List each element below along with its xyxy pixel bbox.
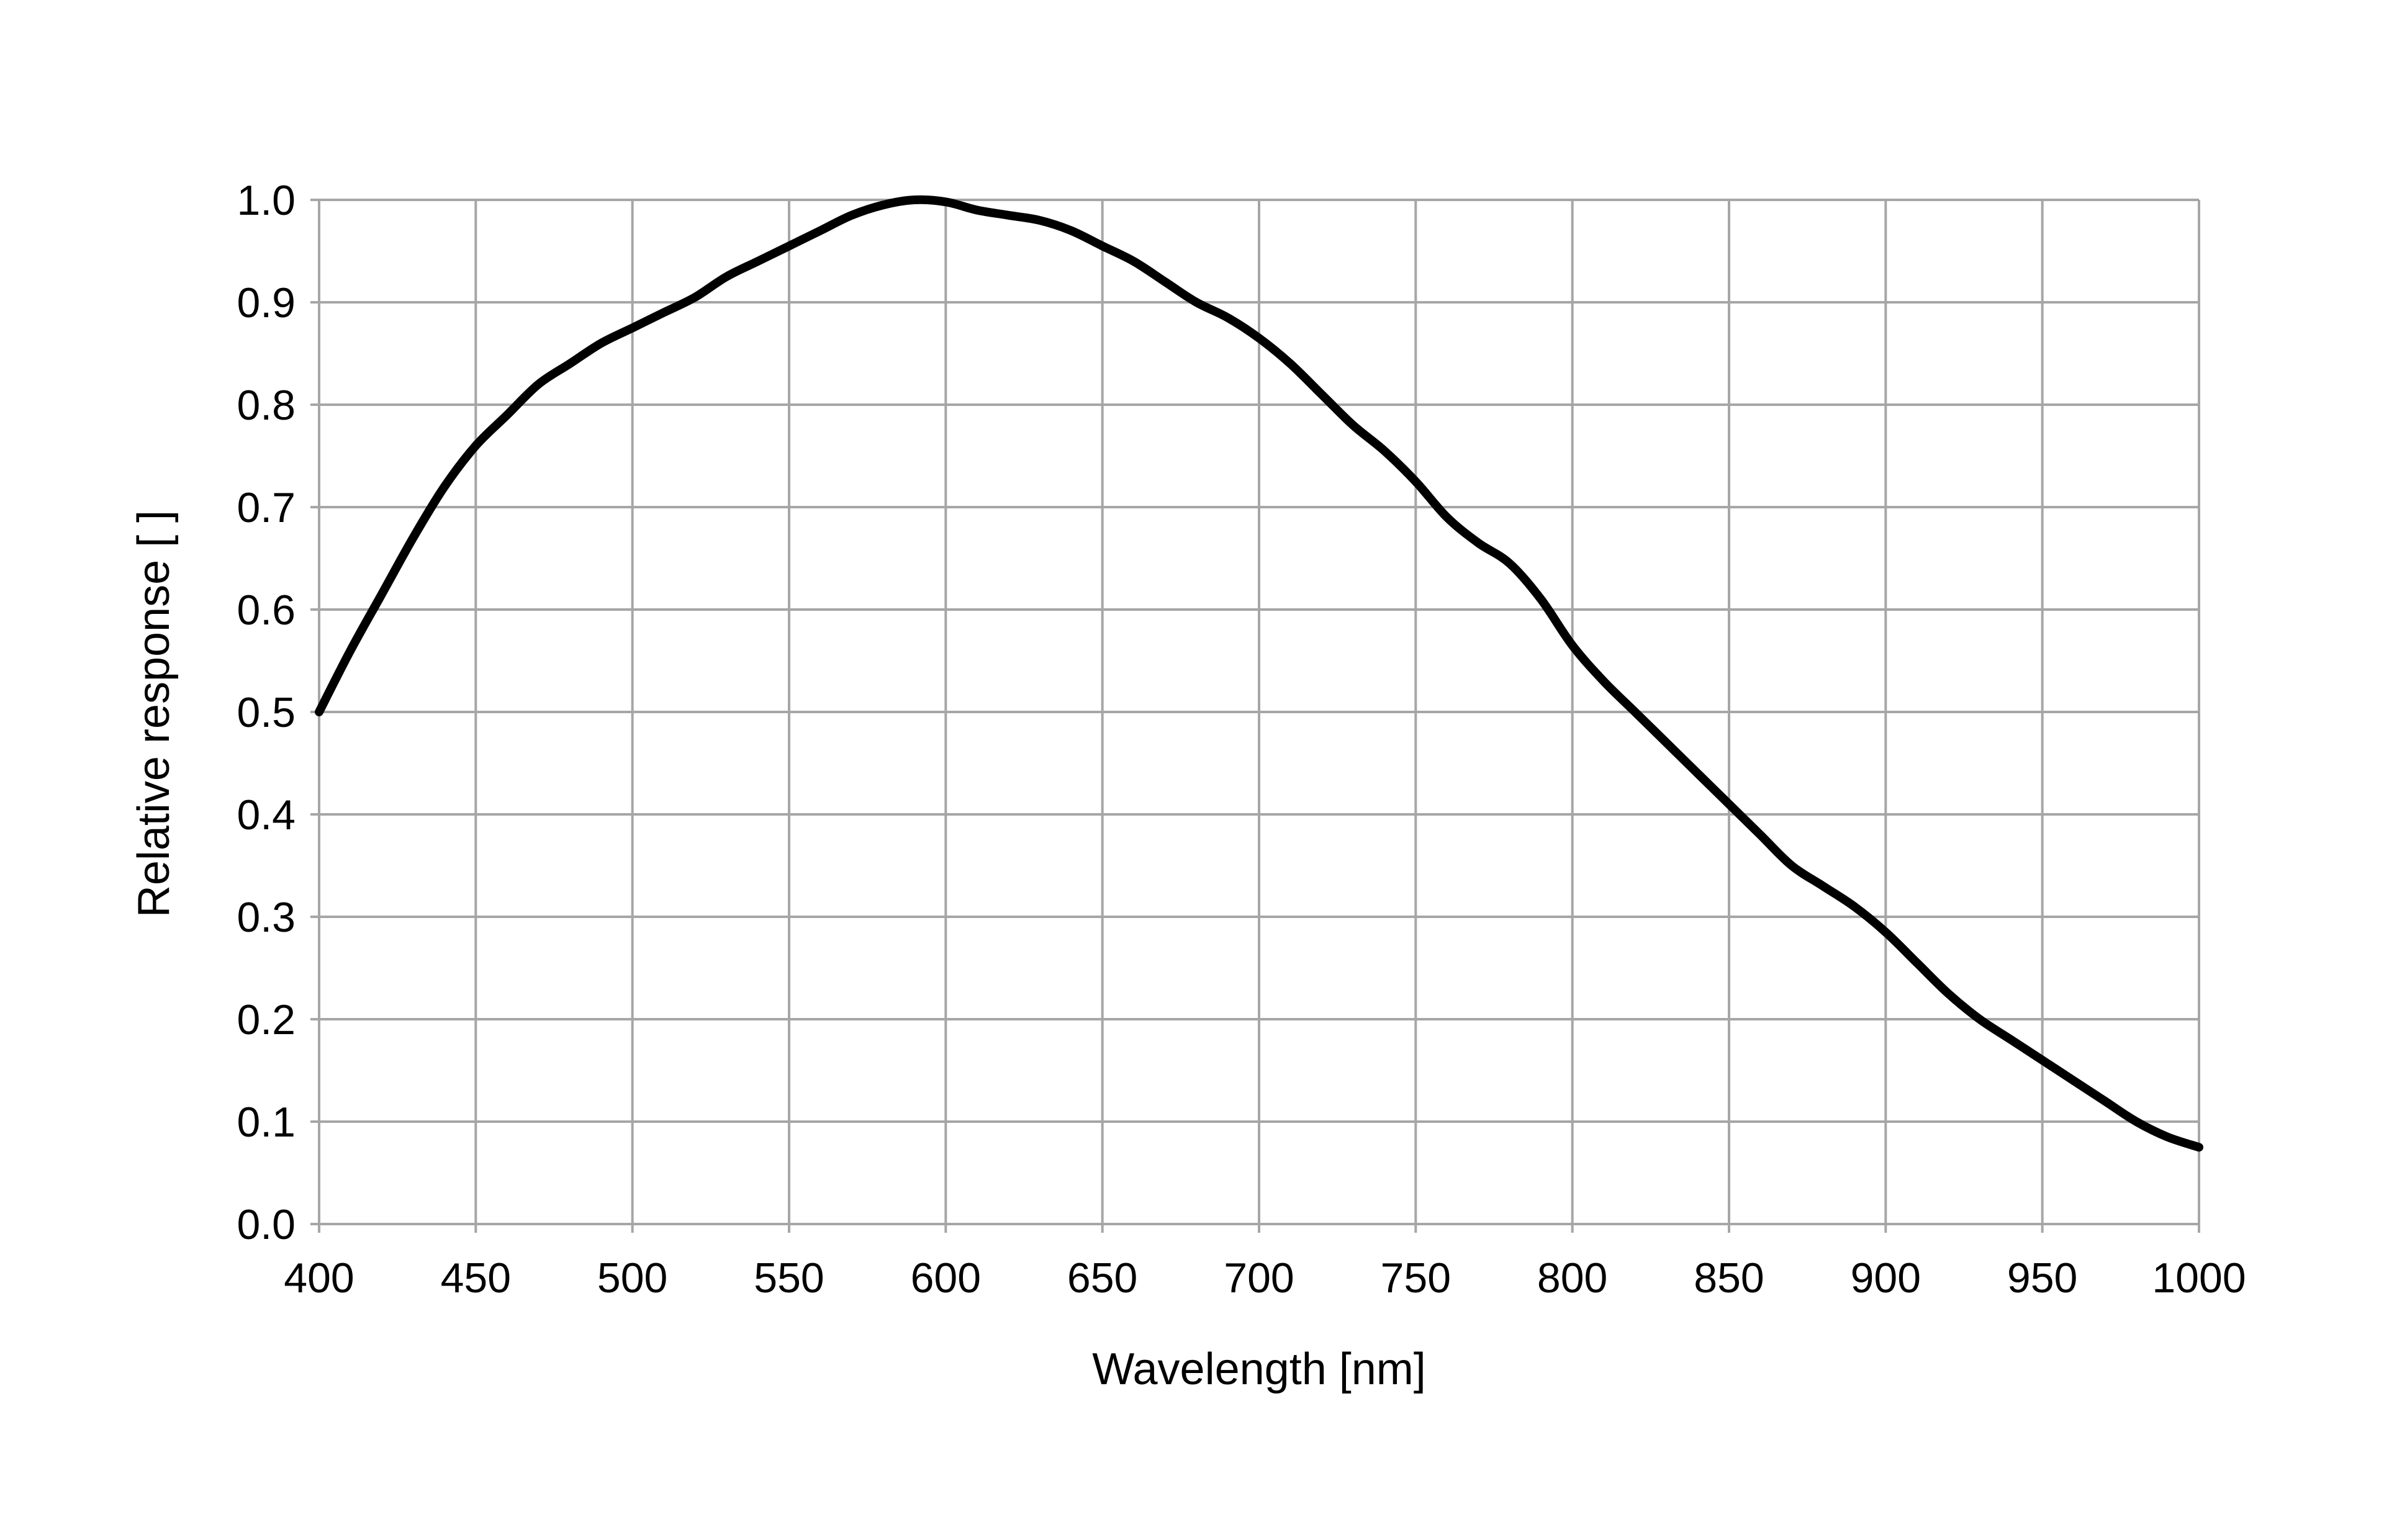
y-tick-label-4: 0.4	[237, 791, 296, 839]
x-tick-label-500: 500	[597, 1254, 667, 1302]
x-tick-label-650: 650	[1067, 1254, 1137, 1302]
series-layer	[315, 195, 2203, 1152]
y-tick-label-7: 0.7	[237, 484, 296, 531]
x-tick-label-750: 750	[1381, 1254, 1451, 1302]
y-tick-label-2: 0.2	[237, 996, 296, 1043]
y-tick-label-5: 0.5	[237, 689, 296, 736]
x-tick-label-900: 900	[1851, 1254, 1921, 1302]
y-tick-label-8: 0.8	[237, 382, 296, 429]
y-tick-label-3: 0.3	[237, 894, 296, 941]
x-axis-ticks: 400 450 500 550 600 650 700 750 800 850 900 950 1000	[284, 1254, 2246, 1302]
y-tick-label-6: 0.6	[237, 587, 296, 634]
x-tick-label-950: 950	[2007, 1254, 2077, 1302]
x-tick-label-700: 700	[1224, 1254, 1294, 1302]
y-tick-label-1: 0.1	[237, 1099, 296, 1146]
y-tick-label-9: 0.9	[237, 279, 296, 326]
x-tick-label-400: 400	[284, 1254, 354, 1302]
y-tick-label-10: 1.0	[237, 177, 296, 224]
series-line-0	[315, 195, 2203, 1152]
y-axis-ticks: 0.0 0.1 0.2 0.3 0.4 0.5 0.6 0.7 0.8 0.9 1.0	[237, 177, 296, 1248]
x-tick-label-850: 850	[1694, 1254, 1764, 1302]
x-tick-label-1000: 1000	[2152, 1254, 2246, 1302]
x-tick-label-800: 800	[1537, 1254, 1607, 1302]
x-tick-label-550: 550	[754, 1254, 824, 1302]
x-tick-label-450: 450	[441, 1254, 511, 1302]
y-tick-label-0: 0.0	[237, 1201, 296, 1248]
grid	[310, 199, 2200, 1233]
x-axis-title: Wavelength [nm]	[1092, 1344, 1426, 1394]
y-axis-title: Relative response [ ]	[129, 510, 179, 917]
x-tick-label-600: 600	[911, 1254, 981, 1302]
